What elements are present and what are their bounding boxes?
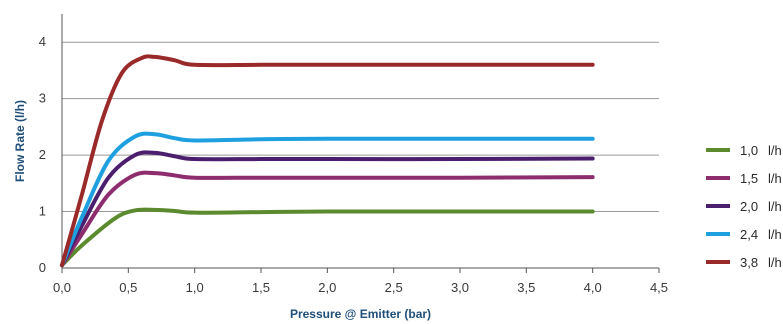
series-lines bbox=[60, 54, 595, 268]
x-tick-label: 4,5 bbox=[650, 280, 668, 295]
tick-labels: 0 1 2 3 4 0,0 0,5 1,0 1,5 2,0 2,5 3,0 3,5 4,0 4,5 bbox=[39, 34, 668, 295]
legend-unit: l/h bbox=[768, 255, 782, 270]
legend-unit: l/h bbox=[768, 143, 782, 158]
legend-label: 3,8 bbox=[740, 255, 758, 270]
x-tick-label: 1,0 bbox=[186, 280, 204, 295]
y-tick-label: 2 bbox=[39, 147, 46, 162]
legend-unit: l/h bbox=[768, 171, 782, 186]
x-tick-label: 4,0 bbox=[584, 280, 602, 295]
y-tick-label: 0 bbox=[39, 260, 46, 275]
x-tick-label: 3,0 bbox=[451, 280, 469, 295]
x-tick-label: 0,5 bbox=[119, 280, 137, 295]
x-tick-label: 2,5 bbox=[385, 280, 403, 295]
series-line-2-4-lh bbox=[60, 131, 595, 268]
legend-unit: l/h bbox=[768, 227, 782, 242]
x-tick-label: 1,5 bbox=[252, 280, 270, 295]
grid-lines bbox=[62, 41, 659, 213]
legend: 1,0 l/h 1,5 l/h 2,0 l/h 2,4 l/h 3,8 l/h bbox=[706, 143, 782, 270]
legend-label: 2,0 bbox=[740, 199, 758, 214]
series-line-1-5-lh bbox=[60, 170, 595, 268]
y-tick-label: 3 bbox=[39, 91, 46, 106]
legend-label: 2,4 bbox=[740, 227, 758, 242]
legend-label: 1,5 bbox=[740, 171, 758, 186]
axes bbox=[61, 14, 660, 273]
series-line-3-8-lh bbox=[60, 54, 595, 268]
series-line-1-0-lh bbox=[60, 207, 595, 268]
y-tick-label: 4 bbox=[39, 34, 46, 49]
x-tick-label: 2,0 bbox=[318, 280, 336, 295]
legend-unit: l/h bbox=[768, 199, 782, 214]
legend-label: 1,0 bbox=[740, 143, 758, 158]
y-axis-title: Flow Rate (l/h) bbox=[13, 100, 27, 182]
x-axis-title: Pressure @ Emitter (bar) bbox=[290, 307, 431, 321]
x-tick-label: 3,5 bbox=[517, 280, 535, 295]
series-line-2-0-lh bbox=[60, 150, 595, 268]
x-tick-label: 0,0 bbox=[53, 280, 71, 295]
y-tick-label: 1 bbox=[39, 204, 46, 219]
